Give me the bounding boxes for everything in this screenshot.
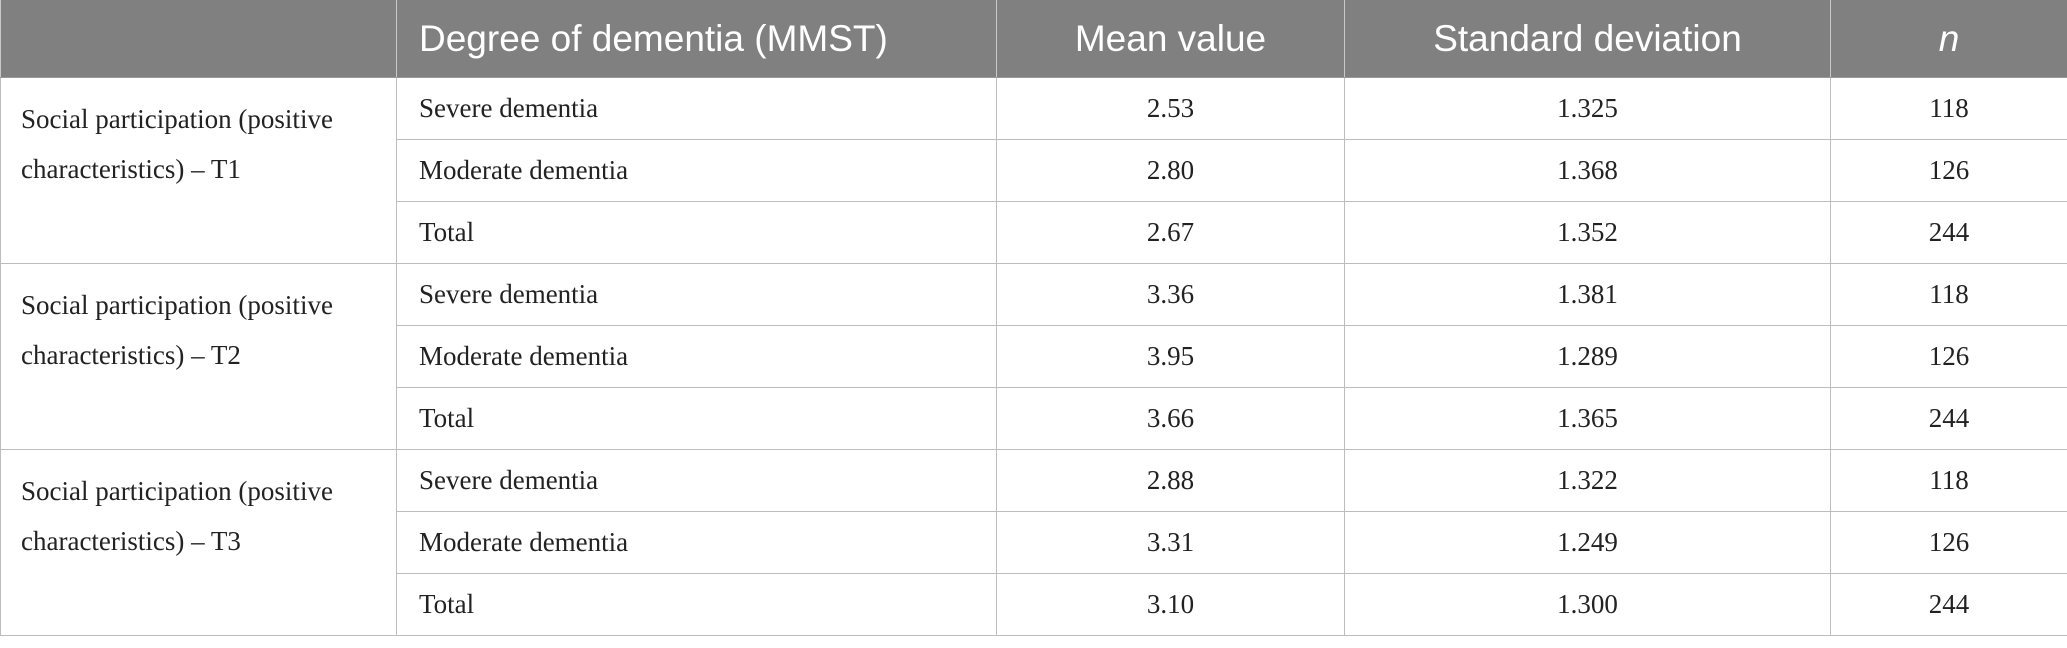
header-n: n xyxy=(1830,0,2067,78)
table-row: Moderate dementia 3.95 1.289 126 xyxy=(1,325,2067,388)
cell-sd: 1.352 xyxy=(1344,201,1831,264)
table-row: Total 3.10 1.300 244 xyxy=(1,573,2067,636)
header-sd: Standard deviation xyxy=(1344,0,1831,78)
header-mean: Mean value xyxy=(996,0,1345,78)
cell-mean: 2.80 xyxy=(996,139,1345,202)
cell-sd: 1.322 xyxy=(1344,449,1831,512)
cell-level: Moderate dementia xyxy=(396,511,997,574)
cell-mean: 2.53 xyxy=(996,77,1345,140)
cell-mean: 3.10 xyxy=(996,573,1345,636)
cell-level: Moderate dementia xyxy=(396,139,997,202)
header-degree: Degree of dementia (MMST) xyxy=(396,0,997,78)
cell-n: 244 xyxy=(1830,573,2067,636)
cell-sd: 1.289 xyxy=(1344,325,1831,388)
cell-n: 126 xyxy=(1830,511,2067,574)
cell-level: Severe dementia xyxy=(396,77,997,140)
header-row: Degree of dementia (MMST) Mean value Sta… xyxy=(0,0,2067,78)
table-row: Total 3.66 1.365 244 xyxy=(1,387,2067,450)
table-row: Moderate dementia 3.31 1.249 126 xyxy=(1,511,2067,574)
cell-level: Total xyxy=(396,387,997,450)
cell-n: 118 xyxy=(1830,77,2067,140)
cell-n: 244 xyxy=(1830,387,2067,450)
cell-mean: 2.67 xyxy=(996,201,1345,264)
cell-sd: 1.365 xyxy=(1344,387,1831,450)
cell-n: 118 xyxy=(1830,449,2067,512)
header-n-label: n xyxy=(1938,17,1960,59)
cell-n: 126 xyxy=(1830,325,2067,388)
cell-level: Total xyxy=(396,201,997,264)
cell-n: 118 xyxy=(1830,263,2067,326)
cell-level: Total xyxy=(396,573,997,636)
table-row: Social participation (positive character… xyxy=(0,449,2067,636)
header-empty xyxy=(0,0,397,78)
cell-mean: 3.95 xyxy=(996,325,1345,388)
cell-n: 244 xyxy=(1830,201,2067,264)
cell-mean: 3.36 xyxy=(996,263,1345,326)
cell-level: Severe dementia xyxy=(396,449,997,512)
cell-sd: 1.325 xyxy=(1344,77,1831,140)
cell-n: 126 xyxy=(1830,139,2067,202)
cell-sd: 1.300 xyxy=(1344,573,1831,636)
group-label-t2: Social participation (positive character… xyxy=(0,263,397,450)
cell-mean: 2.88 xyxy=(996,449,1345,512)
group-label-t1: Social participation (positive character… xyxy=(0,77,397,264)
cell-sd: 1.368 xyxy=(1344,139,1831,202)
cell-level: Moderate dementia xyxy=(396,325,997,388)
cell-mean: 3.66 xyxy=(996,387,1345,450)
cell-level: Severe dementia xyxy=(396,263,997,326)
table-row: Social participation (positive character… xyxy=(0,77,2067,264)
cell-sd: 1.249 xyxy=(1344,511,1831,574)
group-label-t3: Social participation (positive character… xyxy=(0,449,397,636)
cell-sd: 1.381 xyxy=(1344,263,1831,326)
cell-mean: 3.31 xyxy=(996,511,1345,574)
table-row: Social participation (positive character… xyxy=(0,263,2067,450)
